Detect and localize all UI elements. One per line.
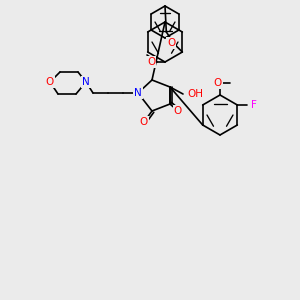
Text: O: O [46, 77, 54, 87]
Text: N: N [82, 77, 90, 87]
Text: O: O [174, 106, 182, 116]
Text: O: O [167, 38, 176, 48]
Text: O: O [140, 117, 148, 127]
Text: N: N [134, 88, 142, 98]
Text: O: O [214, 78, 222, 88]
Text: OH: OH [187, 89, 203, 99]
Text: F: F [251, 100, 257, 110]
Text: O: O [147, 57, 155, 67]
